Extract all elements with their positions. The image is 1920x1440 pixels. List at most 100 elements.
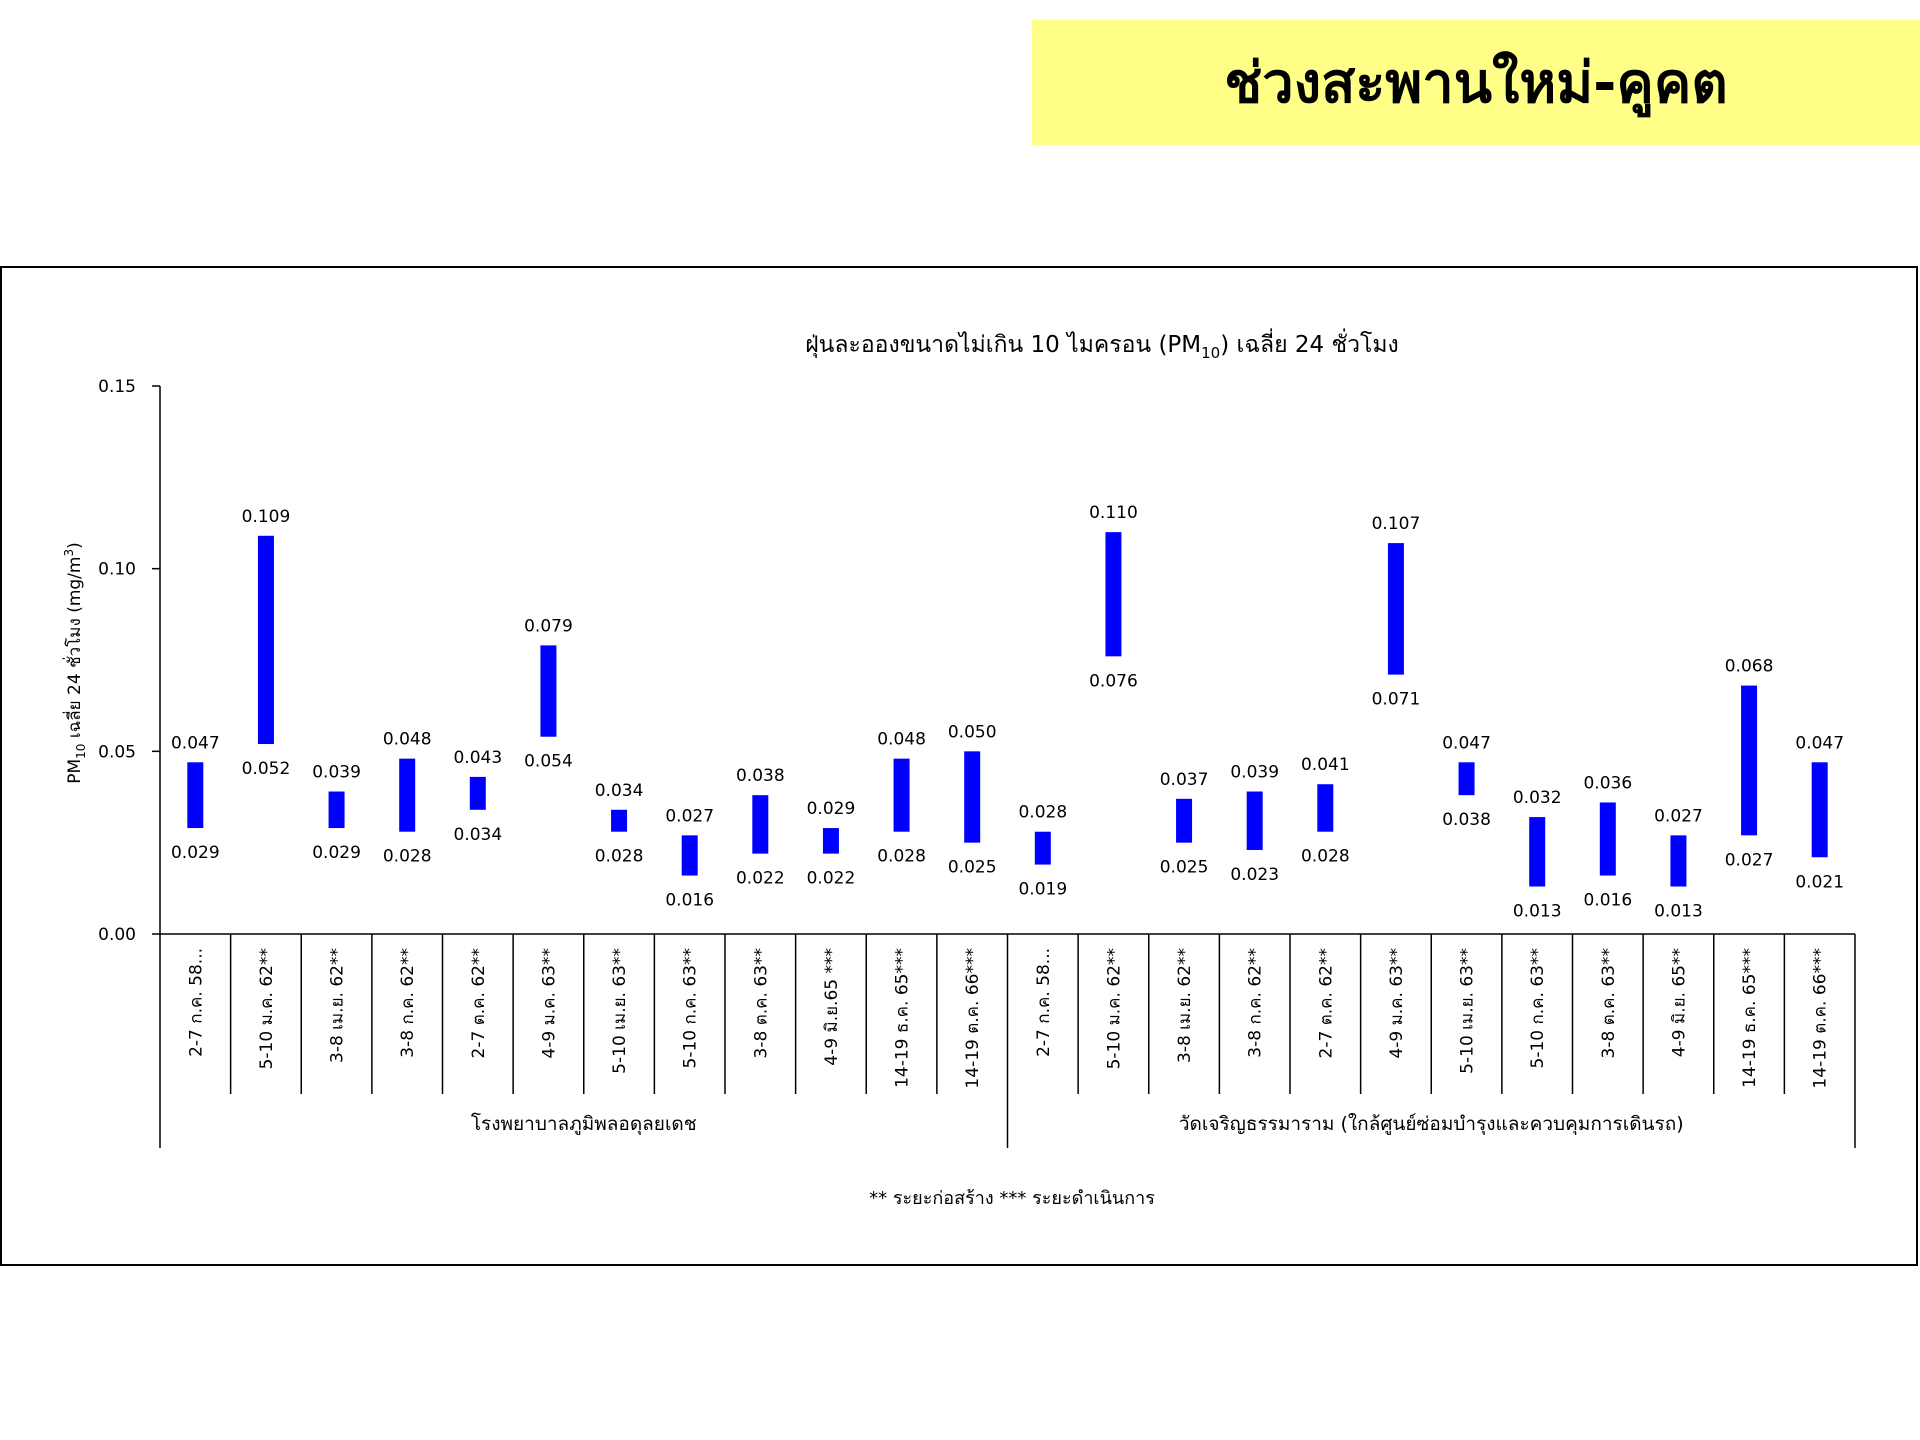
range-bar: [1458, 762, 1475, 796]
max-value-label: 0.032: [1513, 788, 1562, 808]
min-value-label: 0.013: [1654, 902, 1703, 922]
category-label: 4-9 ม.ค. 63**: [1387, 948, 1407, 1059]
category-label: 3-8 ต.ค. 63**: [751, 948, 771, 1058]
range-bar: [822, 828, 839, 854]
max-value-label: 0.034: [595, 781, 644, 801]
range-bar: [964, 751, 981, 843]
category-label: 4-9 มิ.ย. 65**: [1669, 948, 1689, 1057]
min-value-label: 0.071: [1372, 690, 1421, 710]
title-part: ฝุ่นละอองขนาดไม่เกิน 10 ไมครอน (PM: [805, 331, 1201, 358]
max-value-label: 0.027: [665, 806, 714, 826]
max-value-label: 0.043: [453, 748, 502, 768]
category-label: 14-19 ต.ค. 66***: [963, 948, 983, 1089]
max-value-label: 0.050: [948, 722, 997, 742]
max-value-label: 0.027: [1654, 806, 1703, 826]
page-title: ช่วงสะพานใหม่-คูคต: [1224, 51, 1728, 116]
range-bar: [399, 758, 416, 832]
min-value-label: 0.028: [877, 847, 926, 867]
category-label: 14-19 ต.ค. 66***: [1811, 948, 1831, 1089]
min-value-label: 0.052: [242, 759, 291, 779]
ylabel-part: เฉลี่ย 24 ชั่วโมง (mg/m: [62, 557, 85, 744]
max-value-label: 0.029: [807, 799, 856, 819]
range-bar: [1741, 685, 1758, 836]
min-value-label: 0.054: [524, 752, 573, 772]
category-label: 4-9 มิ.ย.65 ***: [822, 948, 842, 1066]
max-value-label: 0.041: [1301, 755, 1350, 775]
group-label: โรงพยาบาลภูมิพลอดุลยเดช: [471, 1112, 697, 1136]
range-bar: [1387, 543, 1404, 675]
range-bar: [328, 791, 345, 829]
category-label: 5-10 เม.ย. 63**: [610, 948, 630, 1074]
min-value-label: 0.013: [1513, 902, 1562, 922]
y-tick-label: 0.00: [98, 925, 136, 945]
min-value-label: 0.023: [1230, 865, 1279, 885]
max-value-label: 0.109: [242, 507, 291, 527]
category-label: 2-7 ก.ค. 58...: [1034, 948, 1054, 1057]
legend-note: ** ระยะก่อสร้าง *** ระยะดำเนินการ: [869, 1188, 1155, 1209]
chart-frame: ฝุ่นละอองขนาดไม่เกิน 10 ไมครอน (PM10) เฉ…: [0, 266, 1918, 1266]
max-value-label: 0.079: [524, 616, 573, 636]
category-label: 5-10 ม.ค. 62**: [257, 948, 277, 1069]
min-value-label: 0.022: [807, 869, 856, 889]
range-bar: [257, 535, 274, 745]
title-banner: ช่วงสะพานใหม่-คูคต: [1032, 20, 1920, 145]
category-label: 2-7 ก.ค. 58...: [186, 948, 206, 1057]
category-label: 14-19 ธ.ค. 65***: [1740, 948, 1760, 1088]
ylabel-part: PM: [65, 759, 85, 784]
min-value-label: 0.022: [736, 869, 785, 889]
y-tick-label: 0.05: [98, 742, 136, 762]
ylabel-subscript: 10: [74, 744, 88, 759]
y-tick-label: 0.15: [98, 377, 136, 397]
y-axis-label: PM10 เฉลี่ย 24 ชั่วโมง (mg/m3): [62, 542, 88, 784]
title-part: ) เฉลี่ย 24 ชั่วโมง: [1220, 328, 1399, 358]
max-value-label: 0.068: [1725, 657, 1774, 677]
range-bar: [187, 762, 204, 829]
range-bar: [1811, 762, 1828, 858]
category-label: 5-10 ก.ค. 63**: [681, 948, 701, 1069]
min-value-label: 0.028: [383, 847, 432, 867]
min-value-label: 0.019: [1018, 880, 1067, 900]
axes: 0.00 0.05 0.10 0.15: [98, 377, 1856, 1148]
min-value-label: 0.029: [312, 843, 361, 863]
chart-title: ฝุ่นละอองขนาดไม่เกิน 10 ไมครอน (PM10) เฉ…: [805, 328, 1399, 362]
min-value-label: 0.025: [1160, 858, 1209, 878]
range-bar: [611, 809, 628, 832]
range-bar: [1529, 817, 1546, 887]
y-tick-label: 0.10: [98, 560, 136, 580]
min-value-label: 0.076: [1089, 671, 1138, 691]
max-value-label: 0.048: [877, 730, 926, 750]
group-label: วัดเจริญธรรมาราม (ใกล้ศูนย์ซ่อมบำรุงและค…: [1179, 1113, 1684, 1136]
max-value-label: 0.036: [1583, 773, 1632, 793]
category-labels: 2-7 ก.ค. 58... 5-10 ม.ค. 62** 3-8 เม.ย. 62…: [186, 948, 1830, 1089]
min-value-label: 0.029: [171, 843, 220, 863]
range-bar: [752, 795, 769, 854]
range-bar: [893, 758, 910, 832]
min-value-label: 0.028: [595, 847, 644, 867]
category-label: 3-8 ก.ค. 62**: [398, 948, 418, 1058]
range-bar: [1034, 831, 1051, 865]
category-label: 3-8 เม.ย. 62**: [1175, 948, 1195, 1063]
max-value-label: 0.107: [1372, 514, 1421, 534]
max-value-label: 0.047: [1795, 733, 1844, 753]
min-value-label: 0.021: [1795, 872, 1844, 892]
max-value-label: 0.110: [1089, 503, 1138, 523]
range-bar: [1670, 835, 1687, 887]
max-value-label: 0.039: [312, 763, 361, 783]
range-bar: [681, 835, 698, 876]
ylabel-superscript: 3: [62, 549, 76, 557]
category-label: 4-9 ม.ค. 63**: [539, 948, 559, 1059]
max-value-label: 0.028: [1018, 803, 1067, 823]
title-subscript: 10: [1201, 344, 1220, 362]
max-value-label: 0.047: [171, 733, 220, 753]
max-value-label: 0.048: [383, 730, 432, 750]
pm10-range-chart: ฝุ่นละอองขนาดไม่เกิน 10 ไมครอน (PM10) เฉ…: [62, 328, 1856, 1209]
min-value-label: 0.016: [1583, 891, 1632, 911]
range-bar: [1176, 798, 1193, 843]
range-bar: [1317, 784, 1334, 832]
min-value-label: 0.028: [1301, 847, 1350, 867]
range-bar: [1105, 532, 1122, 657]
range-bar: [540, 645, 557, 737]
category-label: 2-7 ต.ค. 62**: [469, 948, 489, 1058]
category-label: 5-10 เม.ย. 63**: [1458, 948, 1478, 1074]
max-value-label: 0.037: [1160, 770, 1209, 790]
